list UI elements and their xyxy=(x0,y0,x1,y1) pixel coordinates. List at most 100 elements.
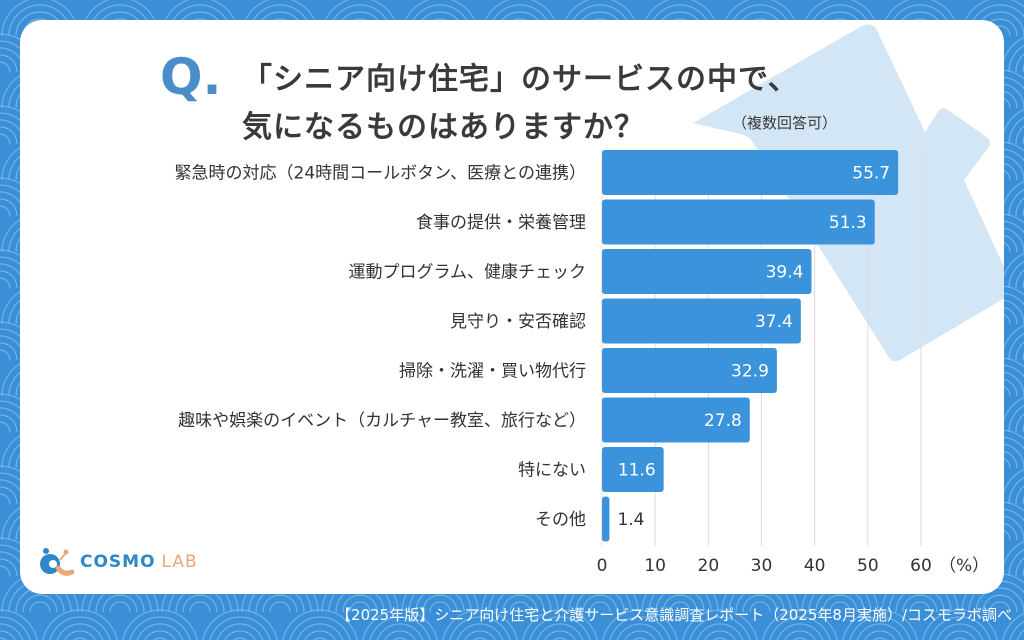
wave-arc xyxy=(864,630,896,640)
wave-arc xyxy=(161,0,239,37)
wave-arc xyxy=(473,637,487,640)
wave-arc xyxy=(561,0,639,37)
wave-arc xyxy=(1008,404,1024,433)
x-tick-label: 60 xyxy=(910,556,932,576)
wave-arc xyxy=(1015,413,1024,433)
wave-arc xyxy=(929,616,991,640)
wave-arc xyxy=(696,623,744,640)
wave-arc xyxy=(449,616,511,640)
wave-arc xyxy=(936,623,984,640)
wave-arc xyxy=(0,205,11,217)
wave-arc xyxy=(282,609,358,640)
wave-arc xyxy=(81,0,159,37)
wave-arc xyxy=(422,594,458,613)
wave-arc xyxy=(0,349,11,361)
wave-arc xyxy=(349,601,371,613)
wave-arc xyxy=(1015,125,1024,145)
category-labels: 緊急時の対応（24時間コールボタン、医療との連携） 食事の提供・栄養管理運動プログ… xyxy=(175,164,586,531)
wave-arc xyxy=(209,616,271,640)
wave-arc xyxy=(902,594,938,613)
wave-arc xyxy=(801,0,879,37)
wave-arc xyxy=(1001,324,1024,361)
x-tick-label: 30 xyxy=(751,556,773,576)
wave-arc xyxy=(216,623,264,640)
wave-arc xyxy=(1008,116,1024,145)
wave-arc xyxy=(922,609,998,640)
wave-arc xyxy=(321,0,399,37)
data-label: 1.4 xyxy=(617,510,644,530)
wave-arc xyxy=(1001,540,1024,577)
wave-arc xyxy=(553,637,567,640)
wave-arc xyxy=(602,609,678,640)
wave-arc xyxy=(1008,476,1024,505)
wave-arc xyxy=(982,594,1018,613)
bar xyxy=(602,447,664,492)
x-axis-ticks: 0 10 20 30 40 50 60 （%） xyxy=(597,556,990,576)
wave-arc xyxy=(1009,620,1024,640)
source-footer: 【2025年版】シニア向け住宅と介護サービス意識調査レポート（2025年8月実施… xyxy=(336,606,1012,624)
wave-arc xyxy=(64,630,96,640)
wave-arc xyxy=(0,609,38,640)
wave-arc xyxy=(529,616,591,640)
data-label: 11.6 xyxy=(618,461,656,481)
data-label: 32.9 xyxy=(731,362,769,382)
wave-arc xyxy=(401,0,479,37)
x-tick-label: 40 xyxy=(804,556,826,576)
wave-arc xyxy=(429,601,451,613)
multiple-answer-note: （複数回答可） xyxy=(732,114,838,132)
wave-arc xyxy=(56,623,104,640)
wave-arc xyxy=(342,594,378,613)
category-label: 趣味や娯楽のイベント（カルチャー教室、旅行など） xyxy=(178,411,586,431)
wave-arc xyxy=(522,609,598,640)
wave-arc xyxy=(73,637,87,640)
wave-arc xyxy=(881,0,959,37)
wave-arc xyxy=(762,609,838,640)
data-label: 39.4 xyxy=(766,263,804,283)
wave-arc xyxy=(0,342,18,361)
wave-arc xyxy=(0,558,18,577)
wave-arc xyxy=(1015,197,1024,217)
wave-arc xyxy=(1015,53,1024,73)
wave-arc xyxy=(682,609,758,640)
wave-arc xyxy=(1015,485,1024,505)
wave-arc xyxy=(0,126,18,145)
wave-arc xyxy=(202,609,278,640)
category-label: 見守り・安否確認 xyxy=(450,312,586,332)
data-label: 37.4 xyxy=(755,312,793,332)
x-tick-label: 20 xyxy=(698,556,720,576)
wave-arc xyxy=(544,630,576,640)
wave-arc xyxy=(136,623,184,640)
wave-arc xyxy=(153,637,167,640)
wave-arc xyxy=(1008,548,1024,577)
wave-arc xyxy=(609,616,671,640)
bar xyxy=(602,496,610,542)
wave-arc xyxy=(109,601,131,613)
wave-arc xyxy=(1,0,79,37)
question-title-line2: 気になるものはありますか？ xyxy=(242,110,645,145)
category-label: 特にない xyxy=(518,461,586,481)
wave-arc xyxy=(1001,36,1024,73)
wave-arc xyxy=(481,0,559,37)
wave-arc xyxy=(842,609,918,640)
wave-arc xyxy=(464,630,496,640)
wave-arc xyxy=(1001,468,1024,505)
wave-arc xyxy=(989,601,1011,613)
wave-arc xyxy=(0,61,11,73)
wave-arc xyxy=(362,609,438,640)
wave-arc xyxy=(49,616,111,640)
wave-arc xyxy=(502,594,538,613)
wave-arc xyxy=(0,54,18,73)
chart-card: Q. 「シニア向け住宅」のサービスの中で、 気になるものはありますか？ （複数回… xyxy=(20,20,1004,594)
wave-arc xyxy=(369,616,431,640)
wave-arc xyxy=(1002,612,1024,640)
x-tick-label: 0 xyxy=(597,556,608,576)
wave-arc xyxy=(233,637,247,640)
wave-arc xyxy=(1008,332,1024,361)
category-label: 食事の提供・栄養管理 xyxy=(416,213,586,233)
wave-arc xyxy=(704,630,736,640)
wave-arc xyxy=(669,601,691,613)
wave-arc xyxy=(0,493,11,505)
wave-arc xyxy=(713,637,727,640)
wave-arc xyxy=(1008,188,1024,217)
data-label: 55.7 xyxy=(852,164,890,184)
